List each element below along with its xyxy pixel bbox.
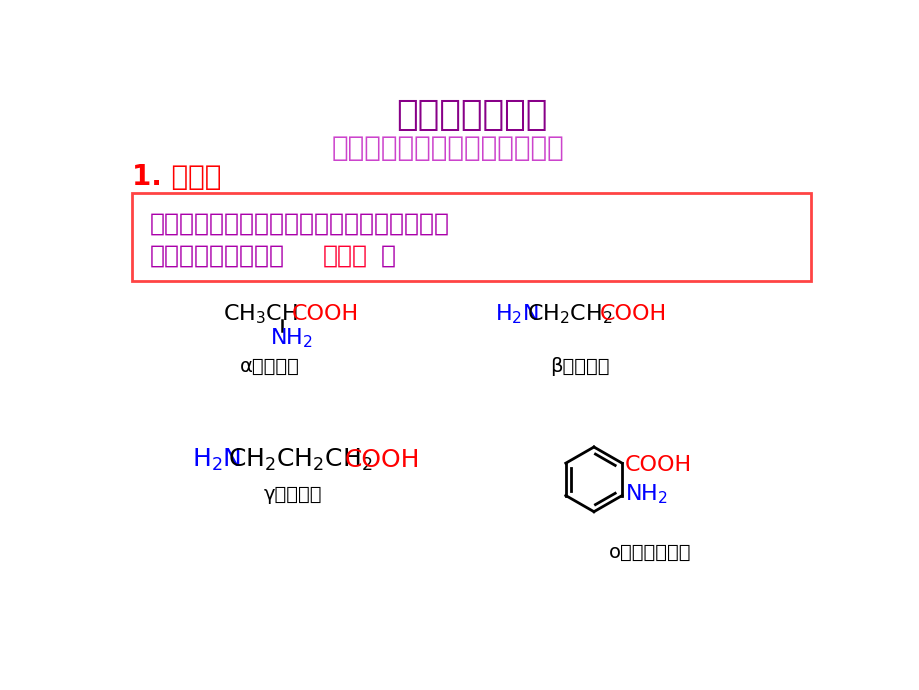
Text: H$_2$N: H$_2$N <box>494 302 538 326</box>
Text: 第一节、氨基酸: 第一节、氨基酸 <box>395 98 547 132</box>
Text: 一、氨基酸的结构、分类与命名: 一、氨基酸的结构、分类与命名 <box>332 135 564 162</box>
Text: o－氨基苯甲酸: o－氨基苯甲酸 <box>607 543 690 562</box>
Text: CH$_2$CH$_2$: CH$_2$CH$_2$ <box>527 302 612 326</box>
Text: 1. 定义：: 1. 定义： <box>132 163 221 190</box>
Text: COOH: COOH <box>625 455 692 475</box>
Text: H$_2$N: H$_2$N <box>192 447 242 473</box>
Text: NH$_2$: NH$_2$ <box>625 482 667 506</box>
Text: 取代生成的化合物叫: 取代生成的化合物叫 <box>150 244 285 268</box>
Text: 羧酸分子中烃基上的一个或几个氢原子被氨基: 羧酸分子中烃基上的一个或几个氢原子被氨基 <box>150 212 449 236</box>
FancyBboxPatch shape <box>132 193 810 282</box>
Text: 。: 。 <box>380 244 395 268</box>
Text: COOH: COOH <box>291 304 358 324</box>
Text: CH$_3$CH: CH$_3$CH <box>223 302 298 326</box>
Text: β－氨基酸: β－氨基酸 <box>550 357 609 375</box>
Text: NH$_2$: NH$_2$ <box>269 326 312 351</box>
Text: γ－氨基酸: γ－氨基酸 <box>264 485 323 504</box>
Text: α－氨基酸: α－氨基酸 <box>240 357 300 375</box>
Text: CH$_2$CH$_2$CH$_2$: CH$_2$CH$_2$CH$_2$ <box>228 447 372 473</box>
Text: COOH: COOH <box>599 304 666 324</box>
Text: 氨基酸: 氨基酸 <box>323 244 368 268</box>
Text: COOH: COOH <box>344 448 419 472</box>
